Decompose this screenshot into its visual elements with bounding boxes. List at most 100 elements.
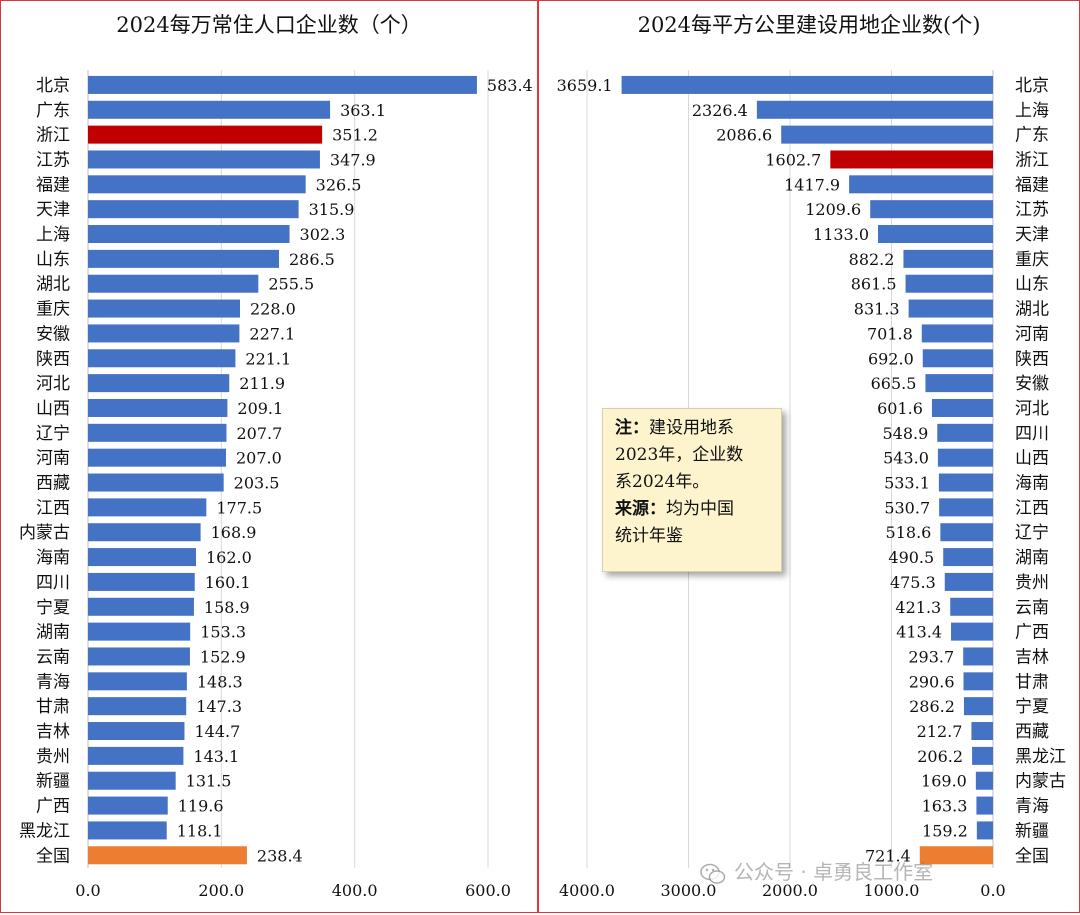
right-value-label: 159.2: [922, 821, 968, 840]
watermark: 公众号 · 卓勇良工作室: [700, 856, 1060, 890]
right-category-label: 广东: [1015, 126, 1049, 146]
right-value-label: 163.3: [922, 797, 968, 816]
left-value-label: 227.1: [249, 324, 295, 343]
left-bar: [88, 473, 224, 492]
left-bar: [88, 100, 331, 119]
right-bar: [756, 100, 993, 119]
right-category-label: 山东: [1015, 275, 1049, 295]
left-category-label: 浙江: [36, 126, 70, 146]
right-value-label: 601.6: [877, 399, 923, 418]
left-value-label: 315.9: [309, 200, 355, 219]
right-category-label: 辽宁: [1015, 523, 1049, 543]
left-value-label: 144.7: [194, 722, 240, 741]
right-category-label: 浙江: [1015, 150, 1049, 170]
right-value-label: 882.2: [849, 250, 895, 269]
left-x-tick-label: 0.0: [75, 881, 100, 900]
right-category-label: 全国: [1015, 846, 1049, 866]
right-category-label: 广西: [1015, 623, 1049, 643]
left-category-label: 内蒙古: [19, 523, 70, 543]
right-bar: [950, 597, 993, 616]
right-value-label: 293.7: [908, 647, 954, 666]
left-category-label: 全国: [36, 846, 70, 866]
right-x-tick-label: 2000.0: [762, 881, 818, 900]
right-category-label: 青海: [1015, 797, 1049, 817]
right-value-label: 701.8: [867, 324, 913, 343]
right-bar: [976, 796, 993, 815]
right-bar: [830, 150, 993, 169]
left-value-label: 302.3: [300, 225, 346, 244]
right-bar: [972, 746, 993, 765]
note-box: 注：建设用地系 2023年，企业数 系2024年。 来源：均为中国 统计年鉴: [602, 408, 782, 572]
left-bar: [88, 622, 191, 641]
left-value-label: 209.1: [237, 399, 283, 418]
right-category-label: 云南: [1015, 598, 1049, 618]
left-value-label: 238.4: [257, 846, 303, 865]
left-bar: [88, 821, 167, 840]
left-category-label: 宁夏: [36, 598, 70, 618]
right-bar: [940, 523, 993, 542]
left-category-label: 河北: [36, 374, 70, 394]
left-bar: [88, 175, 306, 194]
left-category-label: 四川: [36, 573, 70, 593]
right-value-label: 533.1: [884, 474, 930, 493]
note-line-2: 2023年，企业数: [615, 445, 744, 465]
right-category-label: 湖南: [1015, 548, 1049, 568]
right-value-label: 212.7: [917, 722, 963, 741]
note-line-3: 系2024年。: [615, 472, 710, 492]
right-bar: [905, 274, 993, 293]
right-category-label: 宁夏: [1015, 697, 1049, 717]
right-category-label: 湖北: [1015, 300, 1049, 320]
left-value-label: 118.1: [177, 821, 223, 840]
right-category-label: 贵州: [1015, 573, 1049, 593]
left-bar: [88, 523, 201, 542]
left-value-label: 147.3: [196, 697, 242, 716]
right-bar: [849, 175, 993, 194]
right-value-label: 1602.7: [765, 150, 821, 169]
left-value-label: 207.7: [236, 424, 282, 443]
right-value-label: 548.9: [882, 424, 928, 443]
right-bar: [943, 548, 993, 567]
left-value-label: 203.5: [234, 474, 280, 493]
right-value-label: 206.2: [917, 747, 963, 766]
right-x-tick-label: 4000.0: [559, 881, 615, 900]
left-category-label: 广西: [36, 797, 70, 817]
note-line-4: 均为中国: [666, 499, 734, 519]
right-bar: [963, 697, 993, 716]
left-bar: [88, 374, 230, 393]
note-line-5: 统计年鉴: [615, 526, 683, 546]
left-category-label: 安徽: [36, 324, 70, 344]
right-category-label: 河北: [1015, 399, 1049, 419]
left-category-label: 贵州: [36, 747, 70, 767]
right-value-label: 1133.0: [813, 225, 869, 244]
right-category-label: 安徽: [1015, 374, 1049, 394]
right-bar: [919, 846, 993, 865]
right-value-label: 2326.4: [692, 101, 748, 120]
left-chart-panel: 2024每万常住人口企业数（个）: [0, 0, 538, 913]
left-bar: [88, 722, 185, 741]
left-category-label: 广东: [36, 101, 70, 121]
left-value-label: 177.5: [216, 498, 262, 517]
right-bar: [975, 771, 993, 790]
right-bar: [951, 622, 993, 641]
right-value-label: 413.4: [896, 623, 942, 642]
left-bar: [88, 150, 320, 169]
left-bar: [88, 448, 226, 467]
right-category-label: 山西: [1015, 449, 1049, 469]
left-value-label: 211.9: [239, 374, 285, 393]
left-category-label: 辽宁: [36, 424, 70, 444]
source-label: 来源：: [615, 499, 666, 519]
left-bar: [88, 796, 168, 815]
right-value-label: 286.2: [909, 697, 955, 716]
wechat-icon: [700, 863, 726, 884]
right-value-label: 2086.6: [716, 126, 772, 145]
right-value-label: 169.0: [921, 772, 967, 791]
right-bar: [878, 225, 993, 244]
left-bar: [88, 274, 259, 293]
left-x-tick-label: 600.0: [465, 881, 511, 900]
left-bar: [88, 572, 195, 591]
right-bar: [903, 249, 993, 268]
left-category-label: 海南: [36, 548, 70, 568]
right-bar: [938, 473, 993, 492]
left-bar: [88, 548, 196, 567]
left-category-label: 江苏: [36, 150, 70, 170]
